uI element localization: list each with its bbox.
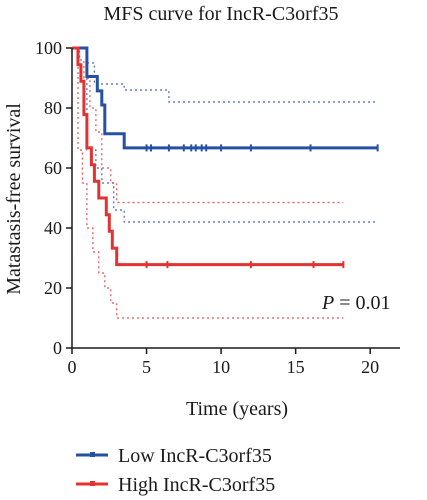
survival-curve-layer	[72, 46, 378, 267]
axes: 0 5 10 15 20 0 20 40 60 80 100	[35, 38, 400, 377]
legend-marker-high	[90, 481, 95, 486]
chart-title: MFS curve for IncR-C3orf35	[104, 3, 339, 25]
p-value-number: = 0.01	[334, 292, 390, 314]
confidence-interval-layer	[72, 47, 378, 319]
ci-upper-low	[72, 47, 378, 103]
legend-marker-low	[90, 452, 95, 457]
legend: Low IncR-C3orf35 High IncR-C3orf35	[76, 445, 275, 496]
y-tick-label: 80	[44, 98, 62, 118]
plot-area	[72, 46, 379, 319]
ci-lower-low	[72, 47, 378, 223]
x-tick-label: 15	[287, 357, 305, 377]
y-tick-label: 60	[44, 158, 62, 178]
p-value-symbol: P	[321, 292, 334, 314]
x-tick-label: 0	[68, 357, 77, 377]
x-ticks: 0 5 10 15 20	[68, 348, 379, 377]
y-axis-title: Matastasis-free survival	[3, 103, 25, 295]
y-tick-label: 100	[35, 38, 62, 58]
x-tick-label: 10	[212, 357, 230, 377]
x-tick-label: 5	[142, 357, 151, 377]
ci-upper-high	[72, 47, 344, 204]
survival-curve-high	[72, 46, 344, 267]
y-ticks: 0 20 40 60 80 100	[35, 38, 72, 358]
p-value-annotation: P = 0.01	[321, 292, 391, 314]
survival-curve-low	[72, 46, 378, 150]
y-tick-label: 40	[44, 218, 62, 238]
x-tick-label: 20	[361, 357, 379, 377]
y-tick-label: 20	[44, 278, 62, 298]
legend-item-low: Low IncR-C3orf35	[76, 445, 272, 467]
censor-mark-layer	[145, 144, 379, 269]
legend-label-low: Low IncR-C3orf35	[118, 445, 272, 467]
legend-item-high: High IncR-C3orf35	[76, 474, 275, 496]
ci-lower-high	[72, 47, 344, 319]
x-axis-title: Time (years)	[186, 398, 288, 420]
legend-label-high: High IncR-C3orf35	[118, 474, 275, 496]
y-tick-label: 0	[53, 338, 62, 358]
